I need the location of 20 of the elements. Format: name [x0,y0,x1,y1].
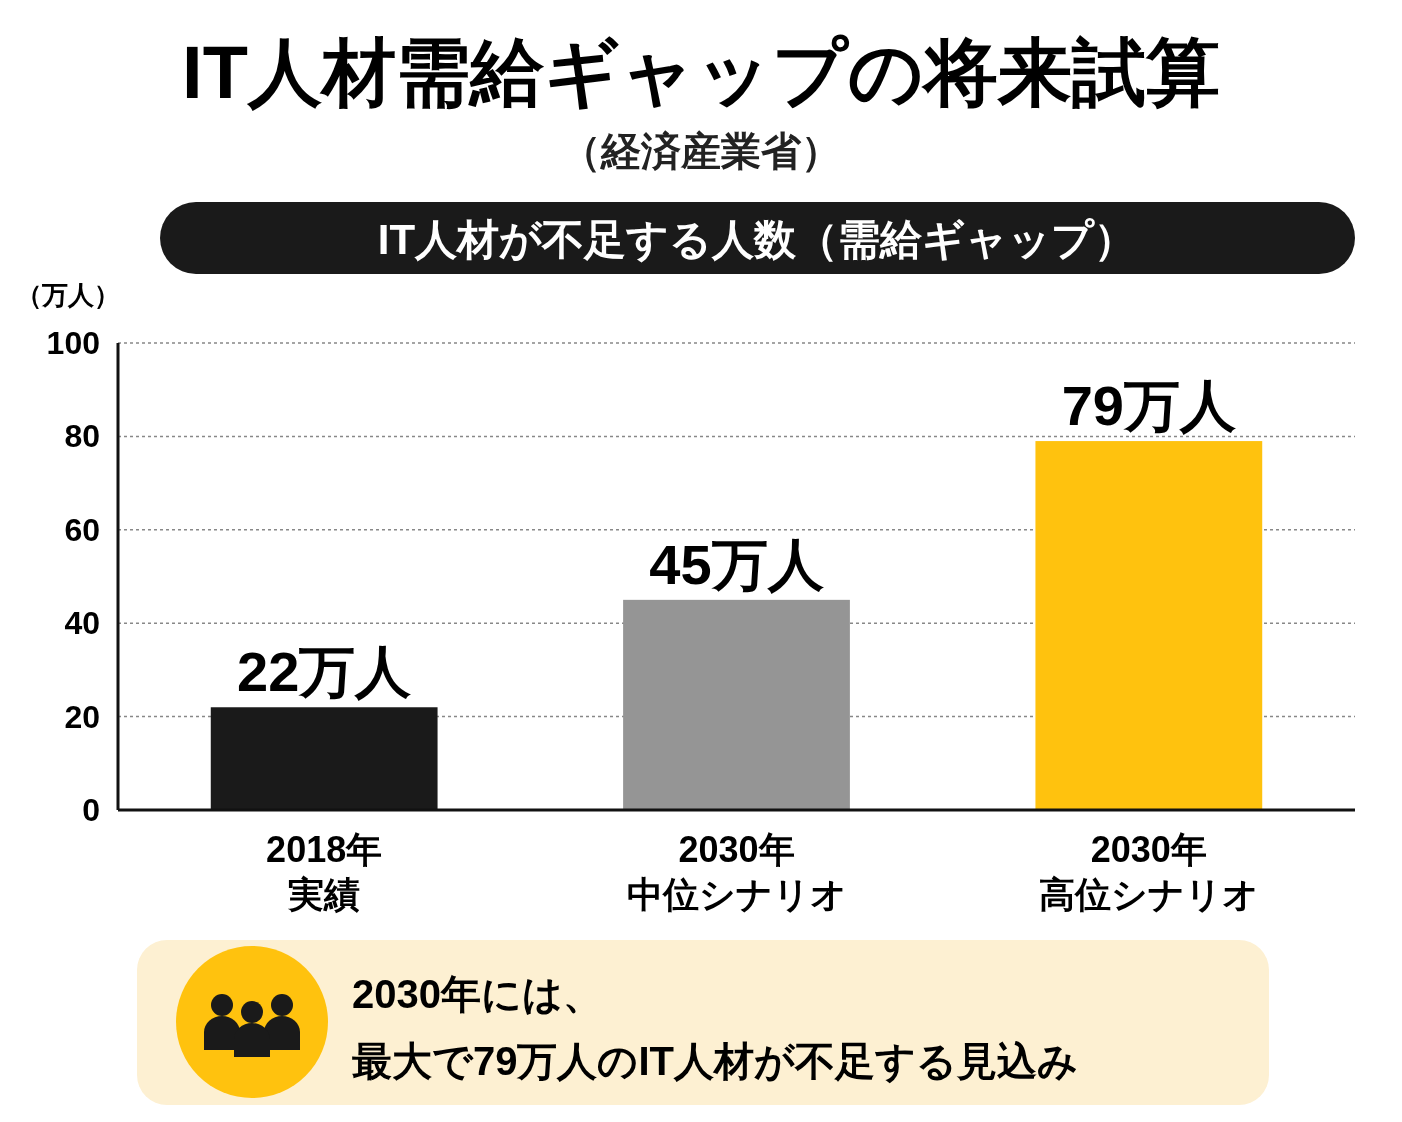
data-label: 45万人 [649,532,824,596]
x-tick-label: 2018年実績 [266,829,383,915]
bar [623,599,850,810]
y-tick-label: 100 [46,325,100,361]
data-label: 22万人 [237,640,412,704]
y-tick-label: 20 [64,698,100,735]
y-tick-label: 0 [82,792,100,828]
text: 最大で79万人のIT人材が不足する見込み [352,1039,1079,1084]
chart-title: IT人材需給ギャップの将来試算 [182,31,1220,114]
text: 2030年には、 [352,972,603,1016]
data-label: 79万人 [1061,374,1236,438]
y-tick-label: 40 [64,605,100,642]
text: IT人材が不足する人数（需給ギャップ） [377,216,1137,263]
y-axis-title: （万人） [16,280,120,310]
y-tick-label: 80 [64,418,100,455]
x-tick-label: 2030年中位シナリオ [626,829,847,915]
bar [1035,441,1263,810]
y-tick-label: 60 [64,511,100,548]
chart-subtitle: （経済産業省） [561,129,841,173]
x-tick-label: 2030年高位シナリオ [1038,829,1259,915]
